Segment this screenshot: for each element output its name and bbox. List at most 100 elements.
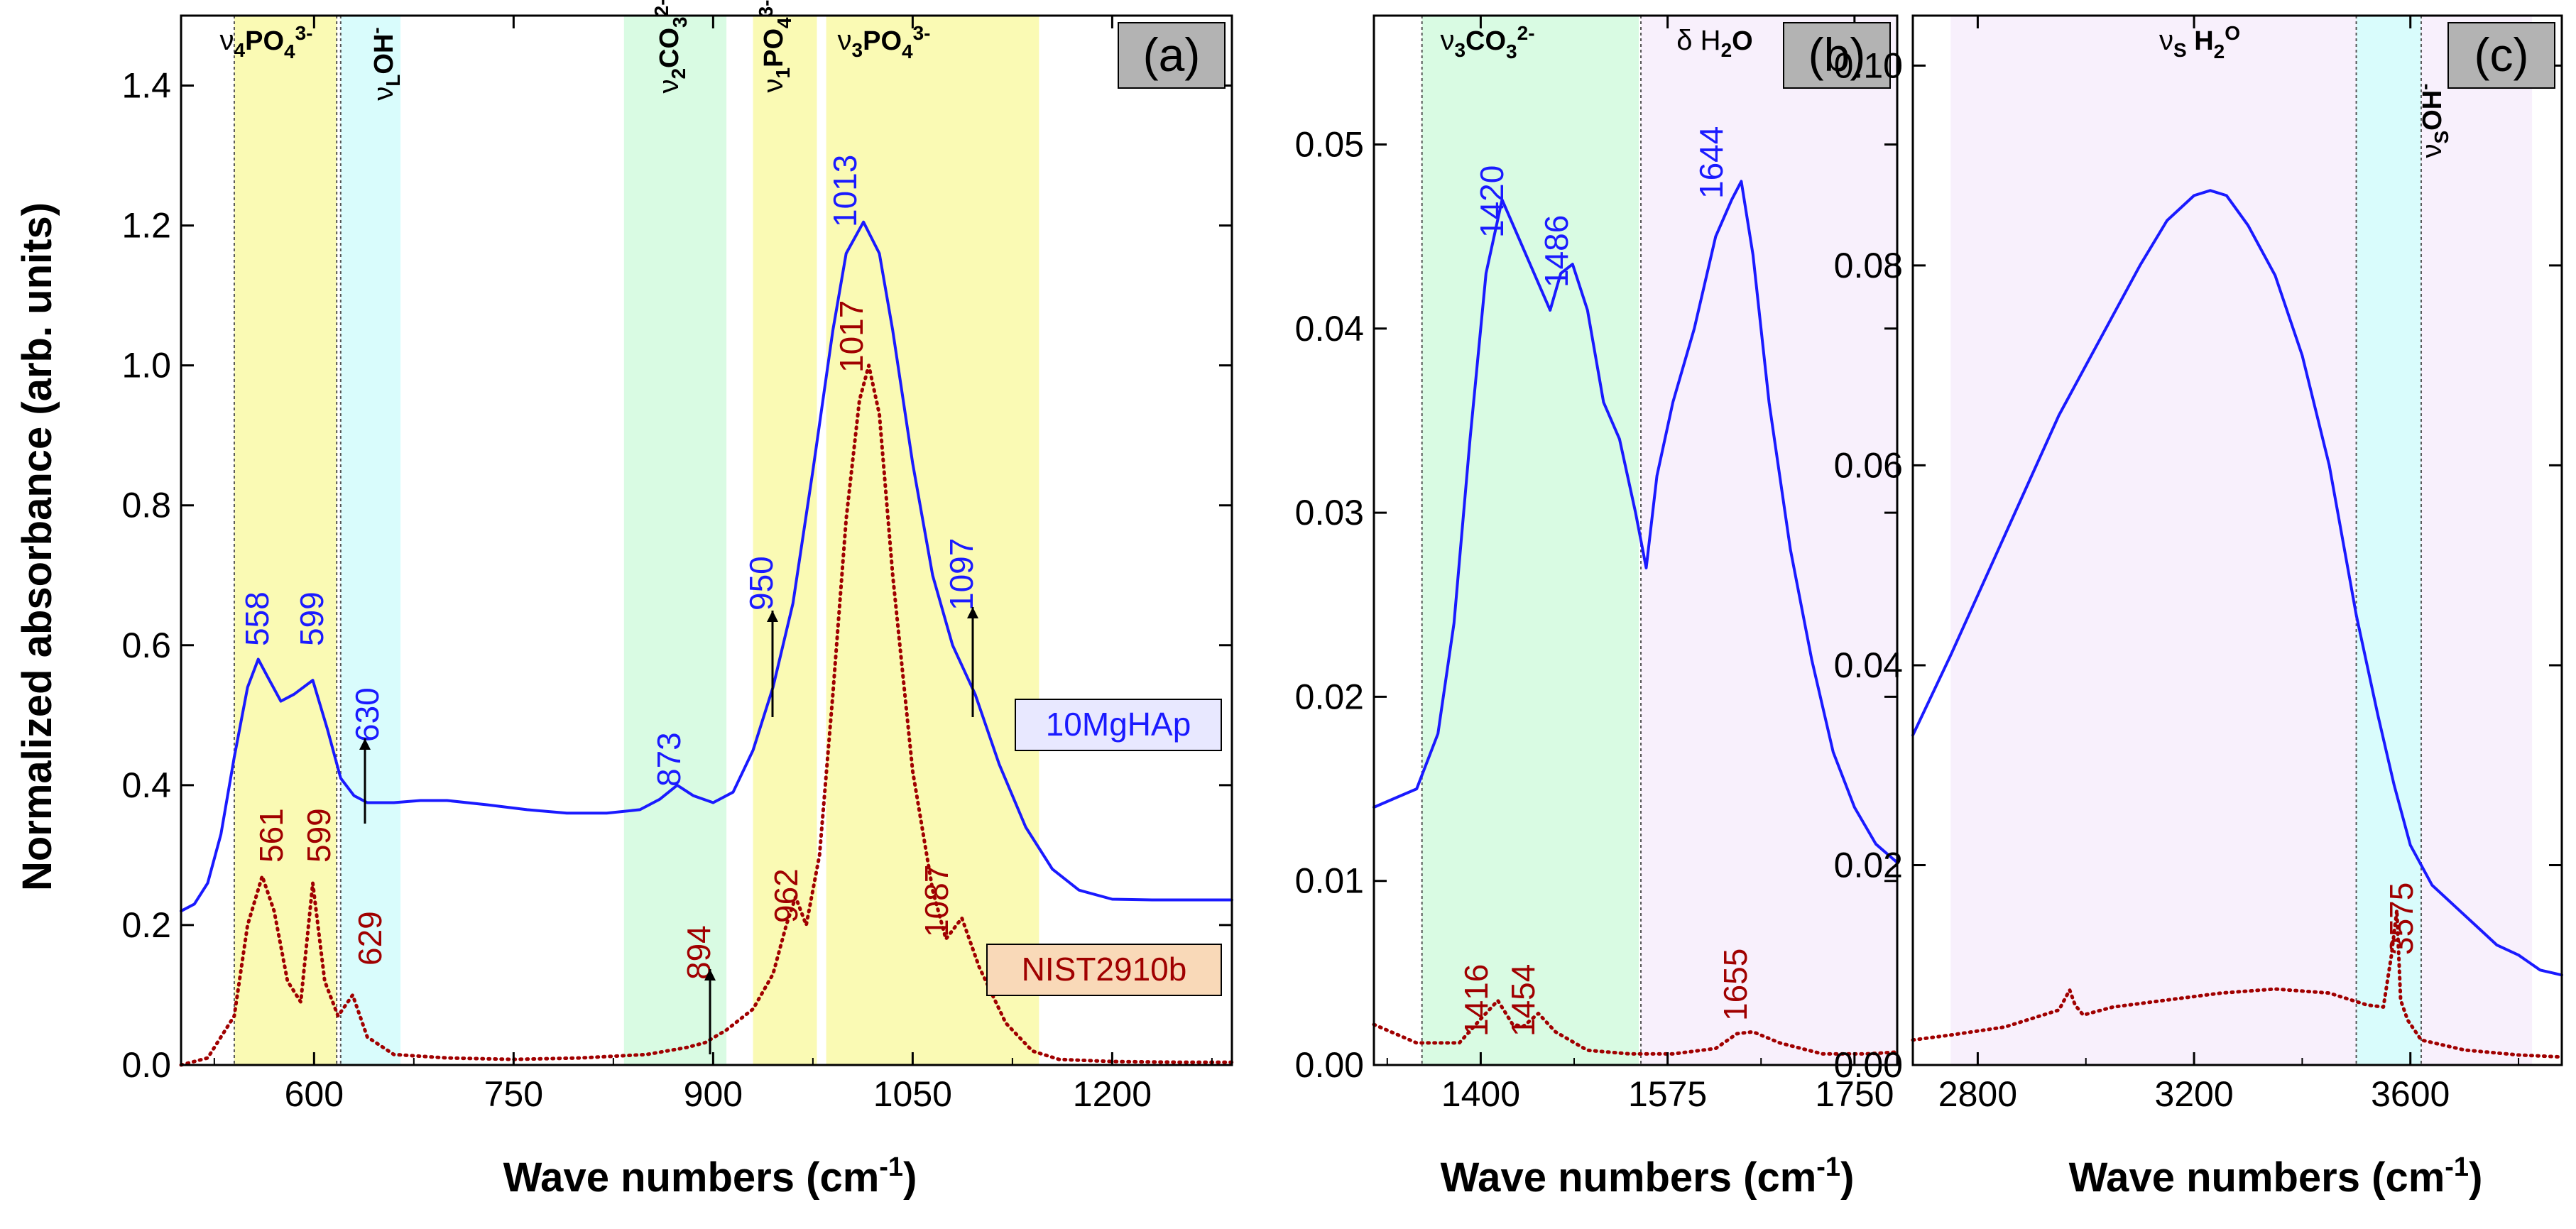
- band-label-part: ν: [2159, 25, 2173, 56]
- peak-label-red: 561: [253, 808, 290, 863]
- band-2: [623, 16, 727, 1065]
- band-label-part: PO: [759, 28, 789, 67]
- y-tick-label: 0.03: [1295, 493, 1364, 532]
- x-axis-title-c-main: Wave numbers (cm: [2069, 1154, 2445, 1201]
- peak-label-blue: 1013: [826, 155, 863, 227]
- band-label-part: 3-: [755, 0, 777, 17]
- plot-frame: [1372, 14, 1899, 1066]
- x-axis-title-b: Wave numbers (cm-1): [1441, 1152, 1855, 1201]
- annotation-arrow-head-0: [359, 738, 371, 750]
- panel-tag-box: [2447, 22, 2555, 89]
- y-axis-title: Normalized absorbance (arb. units): [14, 202, 60, 891]
- band-label-part: ν: [758, 78, 789, 92]
- band-label-part: 3-: [295, 22, 313, 44]
- peak-label-red: 1017: [833, 300, 870, 373]
- band-label-part: 2-: [650, 0, 672, 16]
- y-tick-label: 0.00: [1834, 1045, 1903, 1085]
- band-0: [1950, 16, 2357, 1065]
- y-tick-label: 0.01: [1295, 861, 1364, 901]
- band-label-part: 2: [667, 68, 689, 80]
- x-tick-label: 900: [684, 1074, 743, 1114]
- x-axis-title-a-main: Wave numbers (cm: [503, 1154, 880, 1201]
- band-1: [340, 16, 401, 1065]
- y-tick-label: 1.2: [121, 206, 171, 246]
- band-label-3: ν1PO43-: [755, 0, 795, 92]
- x-tick-label: 3600: [2371, 1074, 2450, 1114]
- x-tick-label: 2800: [1938, 1074, 2017, 1114]
- series-nist-line: [1911, 908, 2564, 1059]
- peak-label-red: 599: [300, 808, 337, 863]
- x-axis-title-c-sup: -1: [2445, 1152, 2469, 1182]
- y-tick-label: 0.6: [121, 626, 171, 665]
- band-1: [2356, 16, 2421, 1065]
- band-label-part: ν: [220, 25, 234, 56]
- band-label-part: 3-: [913, 22, 931, 44]
- band-label-part: PO: [863, 26, 902, 56]
- band-label-part: L: [382, 75, 404, 87]
- band-label-part: 4: [284, 40, 295, 62]
- band-label-part: 4: [773, 17, 795, 28]
- y-tick-label: 0.05: [1295, 125, 1364, 165]
- peak-label-blue: 599: [293, 591, 330, 646]
- peak-label-red: 629: [351, 911, 388, 966]
- band-label-part: 2-: [1517, 22, 1535, 44]
- band-label-part: 3: [1454, 39, 1466, 61]
- peak-label-red: 1454: [1505, 964, 1541, 1037]
- band-label-part: OH: [369, 34, 399, 75]
- legend-blue-label: 10MgHAp: [1046, 706, 1191, 743]
- peak-label-blue: 1644: [1693, 126, 1730, 199]
- legend-red-label: NIST2910b: [1022, 951, 1187, 988]
- series-nist-line: [1372, 998, 1899, 1056]
- x-tick-label: 750: [484, 1074, 543, 1114]
- y-tick-label: 0.4: [121, 765, 171, 805]
- band-label-part: ν: [838, 25, 852, 56]
- band-label-part: 3: [1506, 40, 1517, 62]
- panel-tag-box: [1783, 22, 1891, 89]
- band-label-part: S: [2173, 39, 2187, 61]
- x-axis-title-b-end: ): [1840, 1154, 1854, 1201]
- band-label-part: ν: [1440, 25, 1454, 56]
- band-label-part: O: [2225, 22, 2240, 44]
- band-label-part: 4: [902, 40, 913, 62]
- legend-red-box: [986, 944, 1222, 996]
- band-label-0: ν3CO32-: [1440, 22, 1534, 62]
- band-label-part: 1: [772, 67, 794, 79]
- band-0: [234, 16, 337, 1065]
- y-tick-label: 0.04: [1295, 309, 1364, 349]
- band-label-part: O: [1732, 26, 1753, 56]
- band-label-0: νS H2O: [2159, 22, 2240, 62]
- peak-label-blue: 873: [650, 732, 687, 787]
- x-axis-title-c-end: ): [2469, 1154, 2482, 1201]
- panel-tag-label: (a): [1143, 28, 1201, 81]
- y-tick-label: 0.00: [1295, 1045, 1364, 1085]
- peak-label-blue: 1486: [1538, 215, 1575, 288]
- band-label-part: ν: [368, 87, 399, 101]
- band-label-part: H: [2187, 26, 2214, 56]
- peak-label-blue: 558: [239, 591, 275, 646]
- series-mghap-line: [180, 220, 1233, 913]
- peak-label-blue: 1420: [1473, 165, 1510, 238]
- y-tick-label: 0.10: [1834, 45, 1903, 85]
- x-tick-label: 600: [285, 1074, 344, 1114]
- peak-label-blue: 950: [743, 556, 780, 611]
- peak-label-blue: 1097: [943, 538, 980, 611]
- peak-label-red: 1655: [1717, 949, 1754, 1021]
- x-tick-label: 1200: [1073, 1074, 1152, 1114]
- panel-tag-label: (c): [2474, 28, 2529, 81]
- band-label-4: ν3PO43-: [838, 22, 931, 62]
- peak-label-blue: 630: [349, 687, 386, 742]
- x-axis-title-b-main: Wave numbers (cm: [1441, 1154, 1817, 1201]
- x-axis-title-c: Wave numbers (cm-1): [2069, 1152, 2483, 1201]
- y-tick-label: 0.02: [1834, 845, 1903, 885]
- series-mghap-line: [1911, 189, 2563, 977]
- band-label-part: -: [2413, 83, 2435, 89]
- band-label-2: ν2CO32-: [650, 0, 691, 94]
- y-tick-label: 0.8: [121, 486, 171, 525]
- annotation-arrow-head-3: [704, 969, 716, 981]
- band-label-part: S: [2430, 131, 2452, 144]
- plot-frame: [180, 14, 1233, 1066]
- band-label-0: ν4PO43-: [220, 22, 313, 62]
- band-label-part: CO: [655, 28, 684, 68]
